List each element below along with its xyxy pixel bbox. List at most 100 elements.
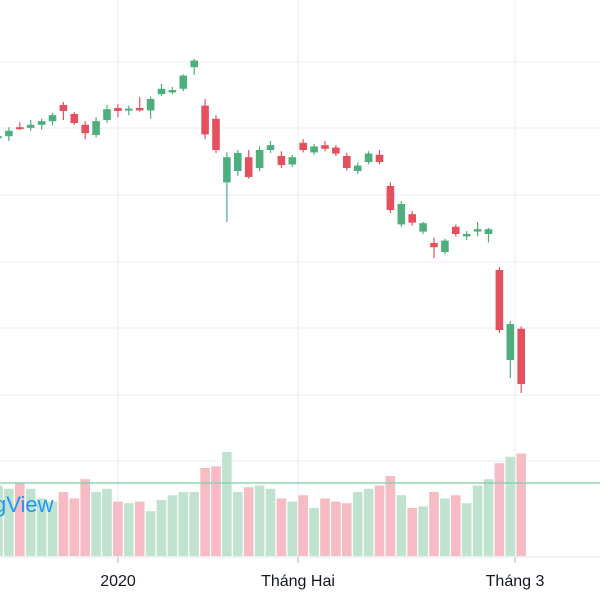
x-tick-label: 2020 <box>100 573 136 590</box>
candle-body <box>212 118 220 150</box>
candle-body <box>5 130 13 137</box>
candle <box>92 117 100 138</box>
candle-body <box>190 60 198 68</box>
candle <box>343 153 351 171</box>
volume-bar <box>167 495 178 556</box>
candle-body <box>157 88 166 95</box>
volume-bar <box>396 495 407 556</box>
candle <box>244 150 253 179</box>
volume-bar <box>189 492 199 556</box>
candle-body <box>408 214 416 223</box>
volume-bar <box>69 498 80 556</box>
candle <box>168 87 177 95</box>
candle <box>299 139 307 153</box>
candle-body <box>223 157 231 183</box>
time-axis: 2020 Tháng Hai Tháng 3 <box>100 557 544 590</box>
candle-body <box>364 153 373 162</box>
candle <box>201 99 209 140</box>
candle <box>157 84 166 96</box>
x-tick-label: Tháng 3 <box>486 573 545 590</box>
volume-bar <box>91 492 101 556</box>
candle <box>430 237 438 258</box>
candle <box>37 118 46 130</box>
candle-body <box>462 234 471 237</box>
candle-body <box>135 108 144 111</box>
volume-bar <box>145 511 156 556</box>
candle-body <box>103 109 111 120</box>
candle-body <box>255 150 264 168</box>
candle <box>146 96 155 119</box>
candle-body <box>201 105 209 135</box>
candle <box>288 154 297 167</box>
candle-body <box>48 115 57 122</box>
candle-body <box>321 145 329 149</box>
candle <box>452 224 460 237</box>
candle-body <box>419 223 427 232</box>
candle-body <box>343 156 351 168</box>
volume-bar <box>494 463 505 556</box>
volume-bar <box>47 501 58 556</box>
volume-bar <box>472 485 483 556</box>
candle-body <box>234 153 242 171</box>
candle <box>70 112 79 125</box>
volume-bar <box>0 485 3 556</box>
candle <box>441 238 449 255</box>
candle <box>517 326 525 393</box>
candle <box>255 146 264 171</box>
candle <box>375 150 384 165</box>
volume-bar <box>113 501 123 556</box>
candle <box>364 151 373 165</box>
candle <box>408 211 416 226</box>
candle <box>26 120 35 131</box>
candle-body <box>310 146 318 153</box>
candle <box>495 267 504 333</box>
volume-bar <box>352 492 363 556</box>
candle <box>386 182 395 213</box>
candle <box>353 162 362 174</box>
candle <box>48 112 57 126</box>
candle <box>212 115 220 153</box>
volume-bar <box>505 456 516 556</box>
candle <box>114 104 122 117</box>
volume-bar <box>178 492 189 556</box>
volume-bar <box>374 485 385 556</box>
candle-body <box>92 121 100 135</box>
candle-body <box>517 328 525 384</box>
candle-body <box>37 121 46 125</box>
volume-bars <box>0 452 526 556</box>
x-tick-label: Tháng Hai <box>261 573 335 590</box>
candle-body <box>16 127 24 130</box>
candle-body <box>125 108 133 111</box>
candle-body <box>146 99 155 111</box>
volume-bar <box>25 488 36 556</box>
volume-bar <box>440 498 450 556</box>
volume-bar <box>134 501 145 556</box>
volume-bar <box>418 506 428 556</box>
volume-bar <box>287 501 298 556</box>
candle-body <box>288 157 297 165</box>
volume-bar <box>211 466 221 556</box>
volume-bar <box>254 485 265 556</box>
candle <box>16 122 24 131</box>
volume-bar <box>309 508 319 556</box>
candle <box>332 145 340 156</box>
volume-bar <box>36 498 47 556</box>
volume-bar <box>298 495 308 556</box>
candle-body <box>26 124 35 128</box>
volume-bar <box>102 488 112 556</box>
candle <box>223 152 231 222</box>
candle-body <box>244 157 253 177</box>
candle <box>0 136 2 139</box>
volume-bar <box>331 501 341 556</box>
candle-body <box>386 186 395 210</box>
volume-bar <box>429 492 439 556</box>
volume-bar <box>4 488 14 556</box>
candle <box>321 141 329 152</box>
candle <box>179 74 188 92</box>
candle-body <box>495 270 504 330</box>
candle-body <box>81 124 89 134</box>
candle <box>310 144 318 155</box>
candle-body <box>114 108 122 111</box>
volume-bar <box>385 476 396 556</box>
